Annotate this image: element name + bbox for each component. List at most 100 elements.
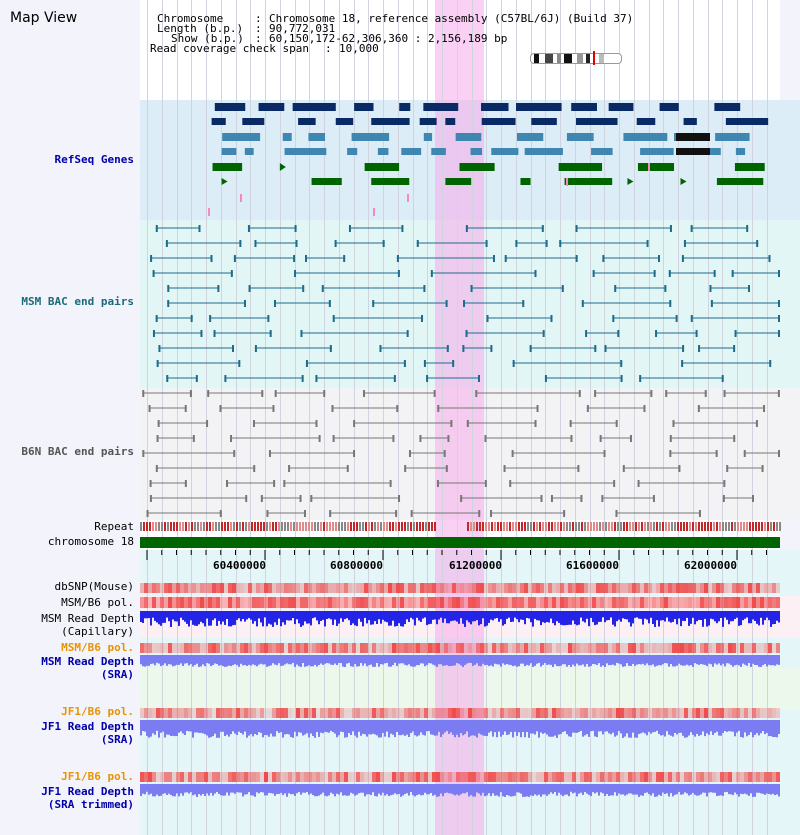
pol-cell xyxy=(688,708,692,718)
depth-bar xyxy=(154,784,156,797)
pol-cell xyxy=(152,597,156,608)
track-label-msm-depth-capillary[interactable]: MSM Read Depth xyxy=(41,612,134,625)
bac-end xyxy=(460,495,463,502)
grid-line xyxy=(767,0,768,835)
pol-cell xyxy=(292,643,296,653)
pol-cell xyxy=(168,643,172,653)
pol-cell xyxy=(556,597,560,608)
pol-cell xyxy=(348,597,352,608)
pol-cell xyxy=(212,708,216,718)
depth-bar xyxy=(406,784,408,794)
repeat-mark xyxy=(431,522,433,531)
depth-bar xyxy=(778,611,780,623)
depth-bar xyxy=(318,655,320,665)
depth-bar xyxy=(762,611,764,625)
pol-cell xyxy=(768,772,772,782)
repeat-mark xyxy=(203,522,205,531)
depth-bar xyxy=(354,784,356,796)
depth-bar xyxy=(368,611,370,621)
depth-bar xyxy=(614,720,616,737)
depth-bar xyxy=(400,655,402,664)
track-label-jf1-b6-pol-2[interactable]: JF1/B6 pol. xyxy=(61,770,134,783)
pol-cell xyxy=(764,643,768,653)
pol-cell xyxy=(352,583,356,593)
track-label-chromosome[interactable]: chromosome 18 xyxy=(47,535,134,548)
pol-cell xyxy=(212,597,216,608)
repeat-mark xyxy=(278,522,280,531)
grid-line xyxy=(368,0,369,835)
depth-bar xyxy=(534,784,536,795)
track-label-jf1-b6-pol[interactable]: JF1/B6 pol. xyxy=(61,705,134,718)
pol-cell xyxy=(628,597,632,608)
repeat-mark xyxy=(707,522,709,531)
depth-bar xyxy=(676,720,678,735)
pol-cell xyxy=(616,708,620,718)
pol-cell xyxy=(284,583,288,593)
depth-bar xyxy=(544,611,546,623)
bac-end xyxy=(447,435,450,442)
pol-cell xyxy=(456,772,460,782)
pol-cell xyxy=(316,583,320,593)
depth-bar xyxy=(536,784,538,796)
grid-line xyxy=(619,0,620,835)
bac-end xyxy=(195,375,198,382)
depth-bar xyxy=(306,720,308,734)
depth-bar xyxy=(446,655,448,666)
bac-end xyxy=(300,330,303,337)
depth-bar xyxy=(704,720,706,737)
depth-bar xyxy=(252,611,254,624)
track-label-jf1-depth-sra[interactable]: JF1 Read Depth xyxy=(41,720,134,733)
depth-bar xyxy=(260,784,262,792)
repeat-mark xyxy=(209,522,211,531)
chromosome-ideogram[interactable] xyxy=(530,51,622,65)
depth-bar xyxy=(212,611,214,621)
depth-bar xyxy=(314,784,316,797)
track-label-msm-b6-pol[interactable]: MSM/B6 pol. xyxy=(61,596,134,609)
repeat-mark xyxy=(590,522,592,531)
depth-bar xyxy=(268,784,270,793)
pol-cell xyxy=(268,597,272,608)
depth-bar xyxy=(374,784,376,797)
depth-bar xyxy=(356,611,358,627)
bac-end xyxy=(421,315,424,322)
pol-cell xyxy=(256,772,260,782)
track-label-repeat[interactable]: Repeat xyxy=(94,520,134,533)
depth-bar xyxy=(652,611,654,624)
pol-cell xyxy=(592,708,596,718)
track-label-msm-b6-pol-sra[interactable]: MSM/B6 pol. xyxy=(61,641,134,654)
track-label-msm-bac[interactable]: MSM BAC end pairs xyxy=(21,295,134,308)
pol-cell xyxy=(720,708,724,718)
track-label-msm-depth-sra[interactable]: MSM Read Depth xyxy=(41,655,134,668)
bac-end xyxy=(756,240,759,247)
depth-bar xyxy=(170,784,172,795)
bac-end xyxy=(559,240,562,247)
track-label-dbsnp[interactable]: dbSNP(Mouse) xyxy=(54,580,134,593)
bac-end xyxy=(709,285,712,292)
pol-cell xyxy=(248,772,252,782)
bac-end xyxy=(397,270,400,277)
depth-bar xyxy=(500,611,502,620)
depth-bar xyxy=(624,784,626,796)
depth-bar xyxy=(594,611,596,626)
track-label-jf1-depth-trimmed[interactable]: JF1 Read Depth xyxy=(41,785,134,798)
depth-bar xyxy=(616,720,618,736)
depth-bar xyxy=(602,655,604,666)
repeat-mark xyxy=(410,522,412,531)
pol-cell xyxy=(592,583,596,593)
depth-bar xyxy=(372,611,374,625)
depth-bar xyxy=(156,720,158,731)
pol-cell xyxy=(492,643,496,653)
depth-bar xyxy=(736,611,738,618)
repeat-mark xyxy=(221,522,223,531)
depth-bar xyxy=(310,611,312,626)
depth-bar xyxy=(472,611,474,622)
depth-bar xyxy=(228,720,230,737)
track-label-refseq[interactable]: RefSeq Genes xyxy=(54,153,134,166)
grid-line xyxy=(250,0,251,835)
track-label-b6n-bac[interactable]: B6N BAC end pairs xyxy=(21,445,134,458)
bac-end xyxy=(452,360,455,367)
gene-block xyxy=(347,148,358,155)
pol-cell xyxy=(240,772,244,782)
repeat-mark xyxy=(140,522,142,531)
pol-cell xyxy=(376,597,380,608)
